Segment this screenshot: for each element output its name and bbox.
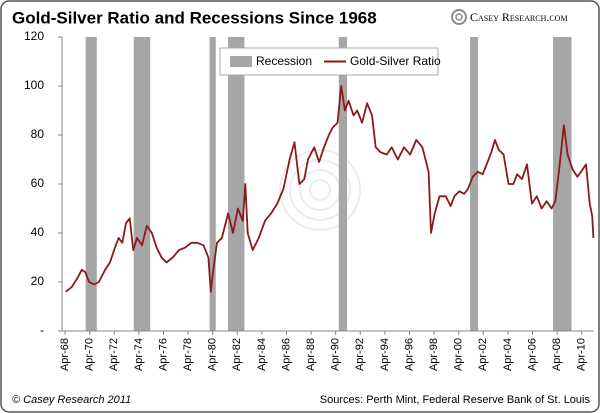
x-tick-label: Apr-04 [502, 338, 514, 371]
x-tick-label: Apr-72 [108, 338, 120, 371]
footer-left: © Casey Research 2011 [12, 394, 131, 406]
x-tick-label: Apr-02 [477, 338, 489, 371]
x-tick-label: Apr-80 [207, 338, 219, 371]
footer-right: Sources: Perth Mint, Federal Reserve Ban… [320, 394, 591, 406]
x-tick-label: Apr-86 [280, 338, 292, 371]
x-tick-label: Apr-94 [379, 338, 391, 371]
x-tick-label: Apr-98 [428, 338, 440, 371]
x-tick-label: Apr-92 [354, 338, 366, 371]
x-tick-label: Apr-78 [182, 338, 194, 371]
y-tick-label: 100 [24, 78, 44, 92]
x-tick-label: Apr-70 [84, 338, 96, 371]
chart-title: Gold-Silver Ratio and Recessions Since 1… [12, 8, 377, 27]
y-tick-label: 80 [31, 127, 45, 141]
y-tick-label: 20 [31, 274, 45, 288]
logo-text: Casey Research.com [470, 10, 568, 24]
recession-band [338, 37, 348, 331]
legend: Recession Gold-Silver Ratio [219, 47, 441, 76]
x-tick-label: Apr-06 [526, 338, 538, 371]
recession-band [133, 37, 151, 331]
recession-band [470, 37, 479, 331]
x-tick-label: Apr-82 [231, 338, 243, 371]
x-tick-label: Apr-74 [133, 338, 145, 371]
x-tick-label: Apr-76 [157, 338, 169, 371]
ratio-line [65, 85, 595, 293]
x-tick-label: Apr-96 [403, 338, 415, 371]
y-tick-label: 60 [31, 176, 45, 190]
x-tick-label: Apr-84 [256, 338, 268, 371]
legend-label: Recession [256, 54, 312, 68]
x-tick-label: Apr-90 [330, 338, 342, 371]
x-tick-label: Apr-68 [59, 338, 71, 371]
legend-swatch [230, 56, 252, 67]
y-tick-label: - [40, 323, 44, 337]
x-tick-label: Apr-10 [576, 338, 588, 371]
legend-label: Gold-Silver Ratio [350, 54, 441, 68]
recession-band [85, 37, 97, 331]
x-tick-label: Apr-88 [305, 338, 317, 371]
recession-band [209, 37, 216, 331]
x-tick-label: Apr-00 [453, 338, 465, 371]
logo-icon [451, 9, 467, 25]
x-tick-label: Apr-08 [551, 338, 563, 371]
y-tick-label: 40 [31, 225, 45, 239]
recession-band [553, 37, 572, 331]
y-tick-label: 120 [24, 29, 44, 43]
recession-band [228, 37, 245, 331]
